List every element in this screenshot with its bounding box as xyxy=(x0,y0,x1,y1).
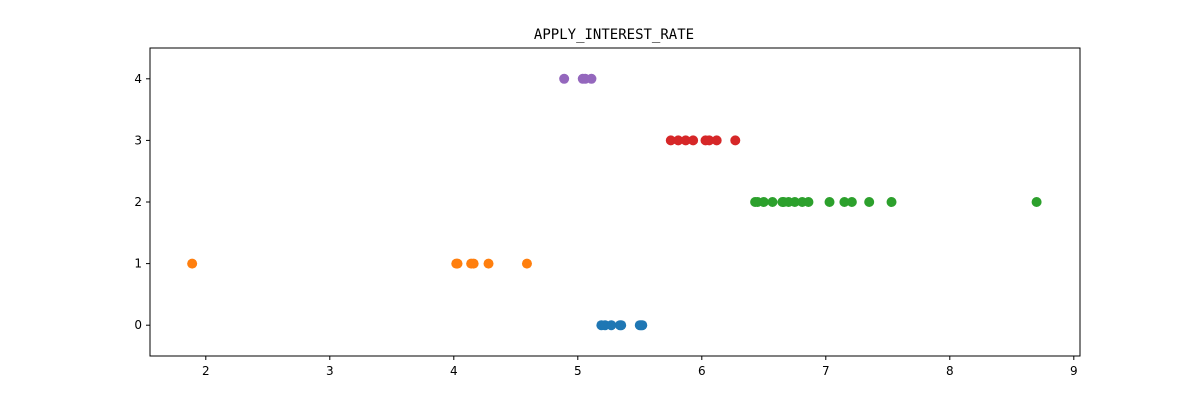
data-point-s3-p5 xyxy=(704,135,715,146)
data-point-s3-p1 xyxy=(673,135,684,146)
x-tick-label-4: 4 xyxy=(450,364,458,378)
data-point-s0-p7 xyxy=(637,320,648,331)
data-point-s3-p6 xyxy=(711,135,722,146)
data-point-s4-p3 xyxy=(586,73,597,84)
y-tick-label-2: 2 xyxy=(134,195,142,209)
data-point-s4-p0 xyxy=(559,73,570,84)
x-tick-label-5: 5 xyxy=(574,364,582,378)
y-tick-label-0: 0 xyxy=(134,318,142,332)
data-point-s2-p7 xyxy=(789,197,800,207)
data-point-s2-p10 xyxy=(824,197,835,207)
data-point-s1-p2 xyxy=(452,258,463,269)
x-tick-label-2: 2 xyxy=(202,364,210,378)
x-tick-label-7: 7 xyxy=(822,364,830,378)
y-tick-label-3: 3 xyxy=(134,133,142,147)
data-point-s1-p4 xyxy=(468,258,479,269)
data-point-s3-p7 xyxy=(730,135,741,146)
data-point-s2-p9 xyxy=(803,197,814,207)
x-tick-label-8: 8 xyxy=(946,364,954,378)
y-axis: 0 1 2 3 4 xyxy=(134,72,150,332)
data-point-s2-p3 xyxy=(767,197,778,207)
chart-title: APPLY_INTEREST_RATE xyxy=(534,27,694,43)
x-tick-label-3: 3 xyxy=(326,364,334,378)
data-point-s2-p11 xyxy=(839,197,850,207)
x-tick-label-6: 6 xyxy=(698,364,706,378)
data-point-s2-p15 xyxy=(1031,197,1042,207)
data-point-s2-p14 xyxy=(886,197,897,207)
plot-frame xyxy=(149,47,1081,357)
data-point-s1-p0 xyxy=(187,258,198,269)
data-point-s2-p13 xyxy=(864,197,875,207)
data-point-s2-p2 xyxy=(758,197,769,207)
y-tick-label-4: 4 xyxy=(134,72,142,86)
data-point-s3-p2 xyxy=(680,135,691,146)
data-point-s3-p0 xyxy=(665,135,676,146)
data-point-s0-p2 xyxy=(606,320,617,331)
data-points xyxy=(187,73,1042,331)
x-tick-label-9: 9 xyxy=(1070,364,1078,378)
y-tick-label-1: 1 xyxy=(134,257,142,271)
data-point-s3-p3 xyxy=(688,135,699,146)
data-point-s1-p5 xyxy=(483,258,494,269)
data-point-s0-p4 xyxy=(616,320,627,331)
data-point-s2-p12 xyxy=(846,197,857,207)
x-axis: 2 3 4 5 6 7 8 9 xyxy=(202,356,1078,378)
data-point-s1-p6 xyxy=(521,258,532,269)
